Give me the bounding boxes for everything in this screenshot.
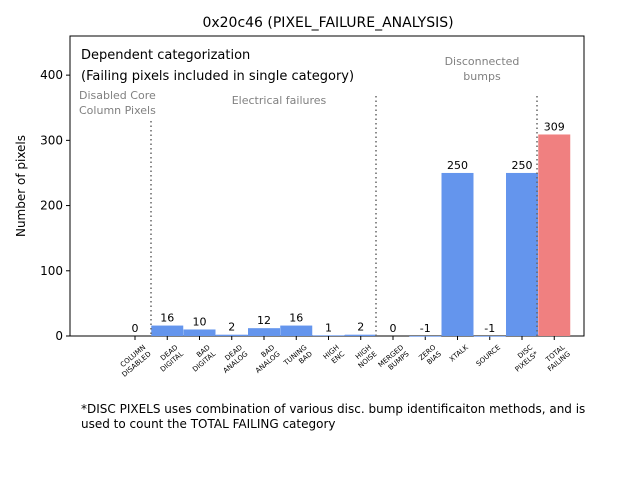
data-label: 10 xyxy=(193,315,207,328)
data-label: 16 xyxy=(160,312,174,325)
x-tick-label: COLUMNDISABLED xyxy=(115,343,153,378)
bar xyxy=(280,325,313,336)
data-label: -1 xyxy=(420,322,431,335)
annotation-disconnected-line2: bumps xyxy=(463,70,501,83)
y-tick-label: 200 xyxy=(40,199,63,213)
bar xyxy=(344,334,377,336)
x-tick-label: HIGHENC xyxy=(322,343,347,367)
x-tick-label: HIGHNOISE xyxy=(351,343,378,370)
annotation-failing-pixels: (Failing pixels included in single categ… xyxy=(81,69,354,84)
data-label: 309 xyxy=(544,120,565,133)
data-label: -1 xyxy=(484,322,495,335)
annotation-disabled-core-line2: Column Pixels xyxy=(79,104,156,117)
bar xyxy=(473,336,506,337)
data-label: 1 xyxy=(325,321,332,334)
y-tick-label: 0 xyxy=(55,329,63,343)
bar xyxy=(538,134,571,336)
bar xyxy=(248,328,280,336)
bar xyxy=(312,335,345,336)
data-label: 2 xyxy=(228,321,235,334)
data-label: 250 xyxy=(447,159,468,172)
x-tick-label: BADANALOG xyxy=(249,343,282,375)
y-axis-label: Number of pixels xyxy=(14,135,28,237)
x-tick-label: XTALK xyxy=(448,343,470,363)
y-tick-label: 100 xyxy=(40,264,63,278)
bar xyxy=(151,325,184,336)
chart-title: 0x20c46 (PIXEL_FAILURE_ANALYSIS) xyxy=(202,15,453,31)
x-tick-label: BADDIGITAL xyxy=(186,343,218,373)
x-tick-label: MERGEDBUMPS xyxy=(377,343,411,376)
data-label: 12 xyxy=(257,314,271,327)
data-label: 250 xyxy=(512,159,533,172)
bars xyxy=(151,134,571,337)
annotation-electrical: Electrical failures xyxy=(232,94,327,107)
y-axis: 0 100 200 300 400 xyxy=(40,68,70,343)
bar xyxy=(506,172,538,336)
bar xyxy=(215,334,248,336)
x-axis: COLUMNDISABLED DEADDIGITAL BADDIGITAL DEADA… xyxy=(115,336,572,379)
x-tick-label: DEADDIGITAL xyxy=(153,343,185,373)
y-tick-label: 300 xyxy=(40,133,63,147)
annotation-disabled-core-line1: Disabled Core xyxy=(79,89,156,102)
bar xyxy=(409,336,442,337)
annotation-disconnected-line1: Disconnected xyxy=(445,55,520,68)
x-tick-label: SOURCE xyxy=(475,343,502,368)
x-tick-label: ZEROBIAS xyxy=(417,343,443,369)
data-label: 16 xyxy=(289,312,303,325)
data-label: 2 xyxy=(357,321,364,334)
y-tick-label: 400 xyxy=(40,68,63,82)
footnote-line1: *DISC PIXELS uses combination of various… xyxy=(81,402,585,416)
bar xyxy=(183,329,216,336)
annotation-categorization: Dependent categorization xyxy=(81,48,250,63)
x-tick-label: TUNINGBAD xyxy=(282,343,314,374)
data-label: 0 xyxy=(132,322,139,335)
data-label: 0 xyxy=(390,322,397,335)
bar xyxy=(441,172,474,336)
footnote-line2: used to count the TOTAL FAILING category xyxy=(81,417,336,431)
x-tick-label: DEADANALOG xyxy=(216,343,249,375)
x-tick-label: DISCPIXELS* xyxy=(508,343,540,374)
x-tick-label: TOTALFAILING xyxy=(541,343,572,373)
